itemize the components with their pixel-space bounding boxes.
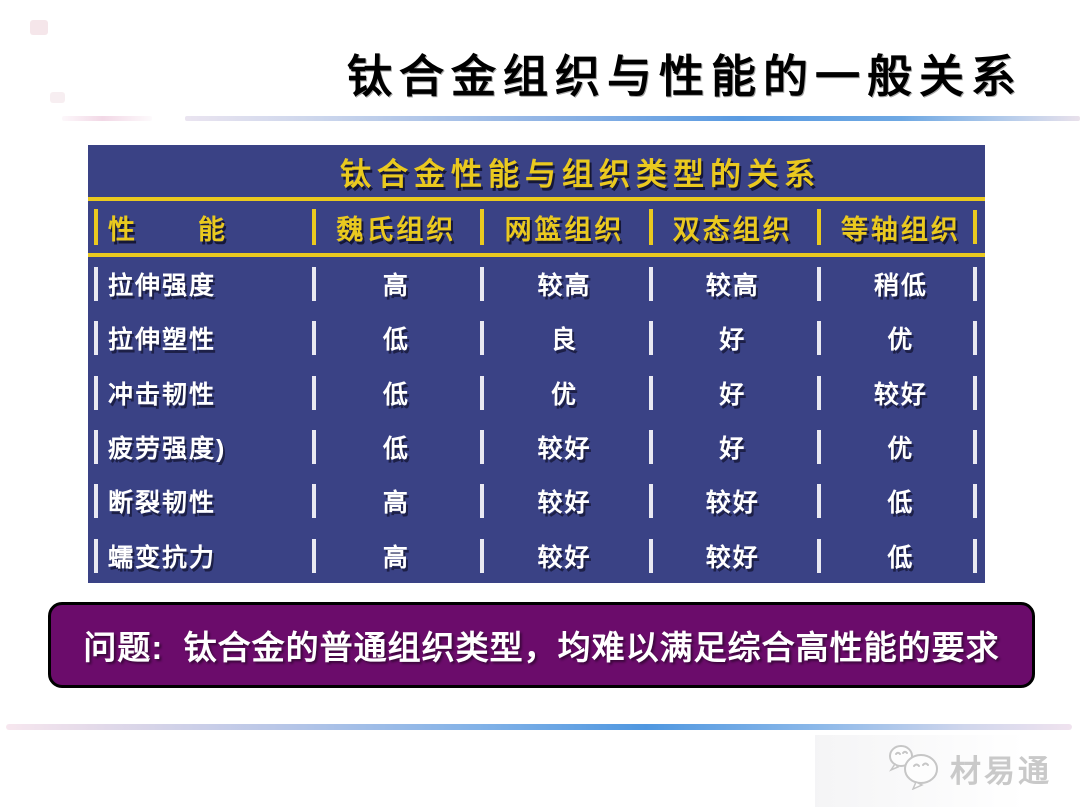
- cell-value: 较好: [480, 474, 648, 528]
- row-label: 拉伸强度: [94, 257, 312, 311]
- cell-value: 低: [817, 529, 985, 583]
- cell-value: 较好: [480, 529, 648, 583]
- cell-value: 良: [480, 311, 648, 365]
- cell-value: 优: [480, 366, 648, 420]
- artifact-smudge: [50, 92, 65, 103]
- row-label: 疲劳强度): [94, 420, 312, 474]
- page-title: 钛合金组织与性能的一般关系: [346, 51, 1023, 102]
- row-label: 冲击韧性: [94, 366, 312, 420]
- table-row: 蠕变抗力高较好 较好低: [88, 529, 985, 583]
- cell-value: 低: [312, 311, 480, 365]
- cell-value: 优: [817, 420, 985, 474]
- table-title: 钛合金性能与组织类型的关系: [340, 156, 821, 192]
- row-label: 蠕变抗力: [94, 529, 312, 583]
- header-cell-structure: 等轴组织: [817, 201, 985, 253]
- table-row: 冲击韧性低优好较好: [88, 366, 985, 420]
- cell-value: 较高: [649, 257, 817, 311]
- row-label: 断裂韧性: [94, 474, 312, 528]
- cell-value: 高: [312, 529, 480, 583]
- artifact-smudge: [30, 20, 48, 35]
- cell-value: 高: [312, 474, 480, 528]
- cell-value: 低: [312, 420, 480, 474]
- row-label: 拉伸塑性: [94, 311, 312, 365]
- watermark: 材易通: [886, 742, 1052, 795]
- cell-value: 稍低: [817, 257, 985, 311]
- title-divider-line: [185, 116, 1080, 121]
- header-cell-property: 性 能: [94, 201, 312, 253]
- table-row: 疲劳强度) 低较好好优: [88, 420, 985, 474]
- footer-divider-line: [6, 724, 1072, 730]
- cell-value: 低: [312, 366, 480, 420]
- cell-value: 高: [312, 257, 480, 311]
- table-body: 拉伸强度高较高 较高 稍低 拉伸塑性低良好优冲击韧性低优好较好 疲劳强度) 低较好好优断裂…: [88, 257, 985, 583]
- cell-value: 好: [649, 366, 817, 420]
- watermark-label: 材易通: [950, 754, 1052, 789]
- header-cell-structure: 魏氏组织: [312, 201, 480, 253]
- problem-callout: 问题: 钛合金的普通组织类型，均难以满足综合高性能的要求: [48, 602, 1035, 688]
- table-divider-line: [88, 197, 985, 201]
- cell-value: 较好: [649, 474, 817, 528]
- header-cell-structure: 双态组织: [649, 201, 817, 253]
- cell-value: 好: [649, 420, 817, 474]
- cell-value: 低: [817, 474, 985, 528]
- table-row: 拉伸塑性低良好优: [88, 311, 985, 365]
- cell-value: 较高: [480, 257, 648, 311]
- wechat-chat-bubbles-icon: [886, 742, 942, 795]
- cell-value: 优: [817, 311, 985, 365]
- table-header-row: 性 能魏氏组织 网篮组织 双态组织 等轴组织: [88, 201, 985, 253]
- table-row: 拉伸强度高较高 较高 稍低: [88, 257, 985, 311]
- cell-value: 好: [649, 311, 817, 365]
- divider-segment: [62, 116, 152, 121]
- table-divider-line: [88, 253, 985, 257]
- properties-table: 钛合金性能与组织类型的关系 性 能魏氏组织 网篮组织 双态组织 等轴组织 拉伸强度高较…: [88, 145, 985, 583]
- cell-value: 较好: [649, 529, 817, 583]
- header-cell-structure: 网篮组织: [480, 201, 648, 253]
- table-row: 断裂韧性高较好 较好低: [88, 474, 985, 528]
- cell-value: 较好: [480, 420, 648, 474]
- cell-value: 较好: [817, 366, 985, 420]
